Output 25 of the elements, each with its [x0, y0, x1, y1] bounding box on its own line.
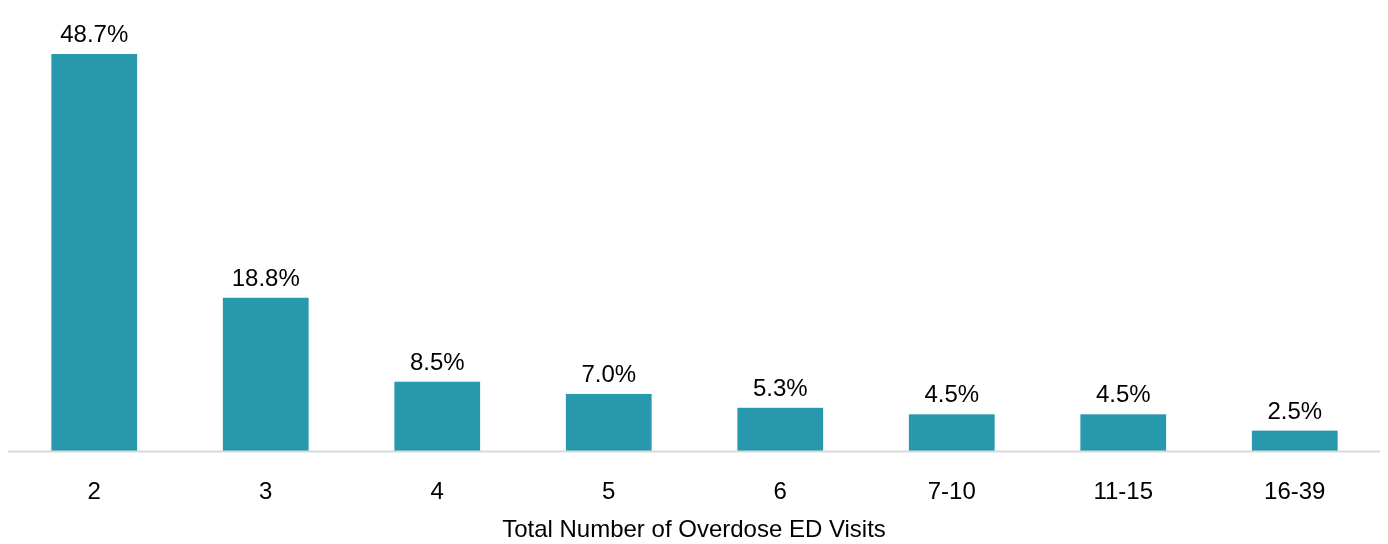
data-label: 4.5% — [924, 380, 980, 408]
x-tick-label: 2 — [87, 477, 101, 504]
x-tick-label: 5 — [602, 477, 616, 504]
x-tick-label: 3 — [259, 477, 273, 504]
bar — [737, 407, 824, 451]
data-label: 8.5% — [409, 347, 465, 375]
x-tick-label: 11-15 — [1093, 477, 1154, 504]
x-tick-label: 16-39 — [1264, 477, 1326, 504]
bar — [222, 297, 309, 451]
data-label: 18.8% — [231, 263, 300, 291]
data-label: 48.7% — [60, 20, 129, 47]
x-tick-label: 4 — [430, 477, 444, 504]
data-label: 2.5% — [1267, 396, 1323, 424]
bar — [565, 393, 652, 451]
data-label: 5.3% — [752, 373, 808, 401]
bar — [1251, 430, 1338, 451]
data-label: 7.0% — [581, 359, 637, 387]
x-axis-title: Total Number of Overdose ED Visits — [502, 515, 886, 542]
data-label: 4.5% — [1095, 380, 1151, 408]
bar — [908, 414, 995, 451]
bar — [51, 54, 138, 451]
bar — [1080, 414, 1167, 451]
x-tick-label: 6 — [773, 477, 787, 504]
bar — [394, 381, 481, 451]
x-tick-label: 7-10 — [927, 477, 976, 504]
